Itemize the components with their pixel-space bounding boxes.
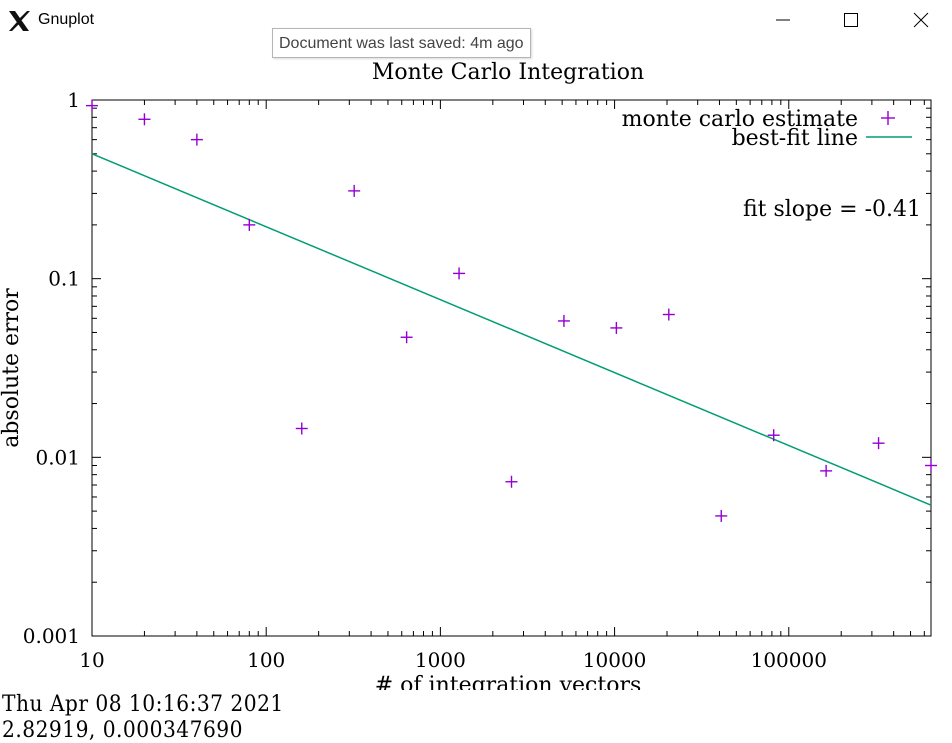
y-tick-label: 0.01 [35,445,80,469]
legend: monte carlo estimate best-fit line [622,107,912,151]
x-tick-label: 10 [79,648,104,672]
data-point [190,133,203,146]
minimize-icon [776,19,790,21]
data-point [925,459,937,472]
save-status-tooltip: Document was last saved: 4m ago [272,28,531,58]
y-tick-label: 1 [67,88,80,112]
data-point [610,321,623,334]
data-point [86,99,98,112]
chart-title: Monte Carlo Integration [372,60,644,85]
axis-ticks: 10 100 1000 10000 100000 0.001 0.01 0.1 1 [23,88,931,672]
legend-marker-plus [881,111,895,125]
x-tick-label: 1000 [415,648,466,672]
close-button[interactable] [898,0,944,40]
x-axis-label: # of integration vectors [375,673,642,690]
x-tick-label: 100 [247,648,285,672]
x11-logo-icon [9,11,30,31]
y-axis-label: absolute error [0,288,24,448]
close-icon [913,12,929,28]
x-tick-label: 100000 [751,648,827,672]
data-point [400,331,413,344]
plot-canvas[interactable]: Monte Carlo Integration 10 100 1000 10000 10… [0,0,952,690]
legend-label-best-fit: best-fit line [732,126,858,151]
data-point [348,184,361,197]
data-point [557,314,570,327]
data-point [295,422,308,435]
minimize-button[interactable] [760,0,806,40]
data-point [767,429,780,442]
fit-slope-annotation: fit slope = -0.41 [743,197,921,222]
fit-line-layer [91,153,932,506]
data-point [872,437,885,450]
data-points [86,99,937,522]
best-fit-line [91,153,932,506]
window-title: Gnuplot [38,11,95,28]
data-point [715,509,728,522]
x-tick-label: 10000 [583,648,647,672]
plot-timestamp: Thu Apr 08 10:16:37 2021 [2,692,284,717]
data-point [820,464,833,477]
data-point [138,113,151,126]
y-tick-label: 0.1 [48,267,80,291]
plot-frame [91,99,932,637]
maximize-icon [844,13,858,27]
y-tick-label: 0.001 [23,624,80,648]
legend-label-monte-carlo: monte carlo estimate [622,107,858,132]
mouse-coordinates: 2.82919, 0.000347690 [2,718,243,743]
data-point [243,218,256,231]
data-point [662,308,675,321]
data-point [453,267,466,280]
maximize-button[interactable] [828,0,874,40]
data-point [505,475,518,488]
